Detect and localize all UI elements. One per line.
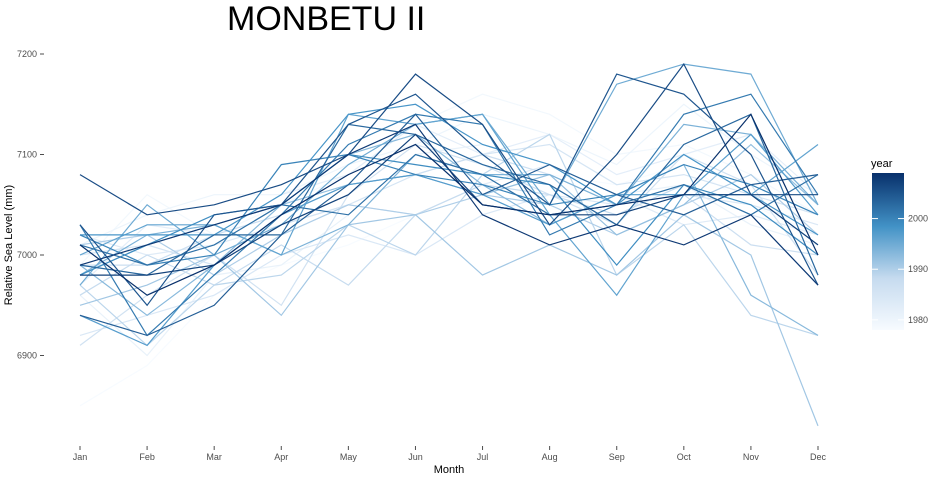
x-tick-label: May <box>340 452 358 462</box>
y-tick-label: 7000 <box>17 250 37 260</box>
series-line-1981 <box>79 143 819 357</box>
y-axis-ticks: 6900 7000 7100 7200 <box>17 49 44 361</box>
series-line-1982 <box>79 123 819 286</box>
year-legend: year 1980 1990 2000 <box>871 158 928 330</box>
x-axis-ticks: Jan Feb Mar Apr May Jun Jul Aug Sep Oct Nov Dec <box>73 446 827 462</box>
x-axis-title: Month <box>434 464 465 476</box>
legend-tick-label: 2000 <box>908 214 928 224</box>
series-line-2002 <box>79 153 819 266</box>
series-line-2006 <box>79 62 818 226</box>
legend-colorbar <box>872 173 904 330</box>
x-tick-label: Oct <box>677 452 692 462</box>
series-line-1990 <box>79 173 819 276</box>
series-line-1978 <box>79 163 819 407</box>
series-line-1984 <box>79 194 819 336</box>
x-tick-label: Apr <box>274 452 288 462</box>
series-line-1980 <box>79 103 819 246</box>
legend-tick-label: 1990 <box>908 264 928 274</box>
series-line-1991 <box>79 214 819 427</box>
series-line-2004 <box>79 113 819 337</box>
series-line-1997 <box>79 133 819 347</box>
x-tick-label: Dec <box>810 452 827 462</box>
series-line-2003 <box>79 113 819 276</box>
x-tick-label: Jun <box>408 452 423 462</box>
legend-ticks: 1980 1990 2000 <box>872 214 928 325</box>
y-axis-title: Relative Sea Level (mm) <box>3 185 15 305</box>
series-lines <box>79 62 819 427</box>
x-tick-label: Nov <box>743 452 760 462</box>
x-tick-label: Mar <box>206 452 222 462</box>
series-line-2005 <box>79 73 819 307</box>
legend-title: year <box>871 158 893 170</box>
x-tick-label: Jul <box>477 452 489 462</box>
x-tick-label: Feb <box>139 452 155 462</box>
series-line-2000 <box>79 153 819 266</box>
y-tick-label: 7200 <box>17 49 37 59</box>
legend-tick-label: 1980 <box>908 315 928 325</box>
series-line-2001 <box>79 93 819 337</box>
y-tick-label: 6900 <box>17 351 37 361</box>
series-line-1993 <box>79 133 819 336</box>
series-line-2009 <box>79 113 819 296</box>
x-tick-label: Sep <box>609 452 625 462</box>
y-tick-label: 7100 <box>17 150 37 160</box>
x-tick-label: Aug <box>542 452 558 462</box>
series-line-2008 <box>79 123 819 286</box>
chart-title: MONBETU II <box>227 0 425 38</box>
x-tick-label: Jan <box>73 452 88 462</box>
